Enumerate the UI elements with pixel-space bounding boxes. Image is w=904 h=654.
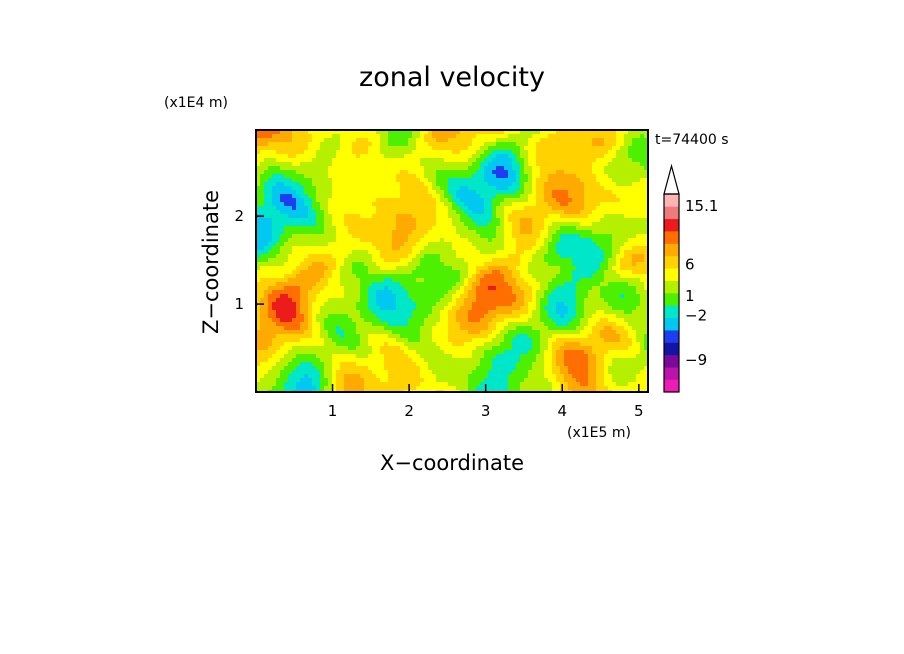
colorbar-segment [664,268,679,281]
colorbar-segment [664,317,679,331]
x-scale-label: (x1E5 m) [567,425,631,441]
x-tick-label: 1 [328,402,338,420]
velocity-field [256,130,648,392]
colorbar-segment [664,218,679,232]
colorbar-segment [664,367,679,380]
colorbar-segment [664,379,679,393]
x-tick-label: 4 [557,402,567,420]
y-axis: 12 [234,207,264,313]
colorbar-tick-label: 6 [685,255,695,273]
x-axis-label: X−coordinate [380,451,524,475]
y-tick-label: 1 [234,295,244,313]
colorbar-segment [664,206,679,220]
plot-frame [255,129,649,393]
x-tick-label: 3 [481,402,491,420]
x-tick-label: 5 [634,402,644,420]
colorbar-segment [664,293,679,306]
x-tick-label: 2 [404,402,414,420]
colorbar-tick-label: −9 [685,351,707,369]
y-scale-label: (x1E4 m) [164,95,228,111]
colorbar-arrow [663,163,680,195]
colorbar-tick-label: −2 [685,306,707,324]
y-axis-label: Z−coordinate [199,190,223,334]
colorbar: 15.1 6 1−2 −9 [663,163,718,393]
time-label: t=74400 s [655,132,729,148]
colorbar-segment [664,194,679,207]
colorbar-segment [664,280,679,294]
y-tick-label: 2 [234,207,244,225]
colorbar-segment [664,231,679,244]
chart-title: zonal velocity [359,62,545,93]
colorbar-segment [664,305,679,319]
colorbar-segment [664,342,679,356]
x-axis: 1 2 3 4 5 [328,384,644,420]
colorbar-segment [664,354,679,368]
colorbar-tick-label: 1 [685,287,695,305]
colorbar-segment [664,255,679,269]
colorbar-segment [664,243,679,257]
colorbar-segment [664,330,679,343]
colorbar-tick-label: 15.1 [685,197,718,215]
